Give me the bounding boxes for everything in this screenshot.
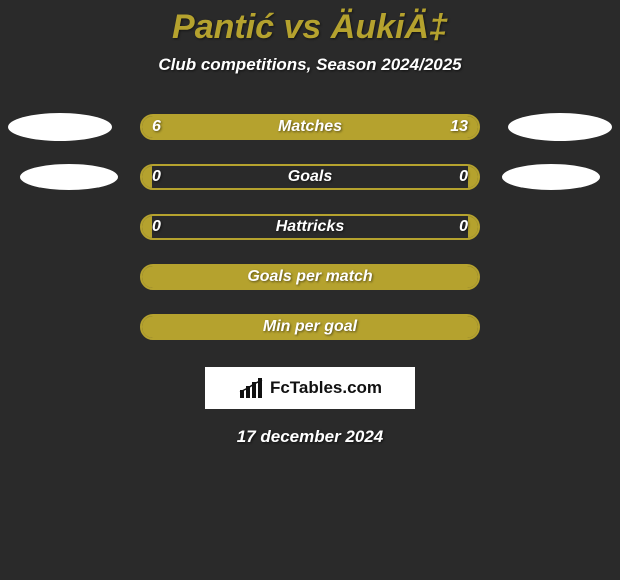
stat-row-matches: Matches613	[0, 113, 620, 141]
footer-date: 17 december 2024	[0, 427, 620, 447]
stat-row-goals_per_match: Goals per match	[0, 263, 620, 291]
bar-mid-gap	[152, 216, 468, 238]
bar-left-fill	[142, 116, 243, 138]
site-logo[interactable]: FcTables.com	[205, 367, 415, 409]
player-right-marker	[502, 164, 600, 190]
bars-icon	[238, 378, 266, 398]
stat-row-goals: Goals00	[0, 163, 620, 191]
bar-left-fill	[142, 316, 478, 338]
bar-left-fill	[142, 166, 152, 188]
stat-rows: Matches613 Goals00 Hattricks00 Goals per ma…	[0, 113, 620, 341]
player-left-marker	[20, 164, 118, 190]
stat-bar	[140, 164, 480, 190]
bar-right-fill	[243, 116, 478, 138]
bar-right-fill	[468, 166, 478, 188]
player-right-marker	[508, 113, 612, 141]
bar-right-fill	[468, 216, 478, 238]
bar-left-fill	[142, 216, 152, 238]
comparison-container: Pantić vs ÄukiÄ‡ Club competitions, Seas…	[0, 0, 620, 447]
page-subtitle: Club competitions, Season 2024/2025	[0, 55, 620, 75]
stat-bar	[140, 214, 480, 240]
player-left-marker	[8, 113, 112, 141]
page-title: Pantić vs ÄukiÄ‡	[0, 8, 620, 47]
logo-text: FcTables.com	[270, 378, 382, 398]
stat-bar	[140, 264, 480, 290]
stat-bar	[140, 314, 480, 340]
stat-row-min_per_goal: Min per goal	[0, 313, 620, 341]
stat-bar	[140, 114, 480, 140]
bar-mid-gap	[152, 166, 468, 188]
stat-row-hattricks: Hattricks00	[0, 213, 620, 241]
bar-left-fill	[142, 266, 478, 288]
